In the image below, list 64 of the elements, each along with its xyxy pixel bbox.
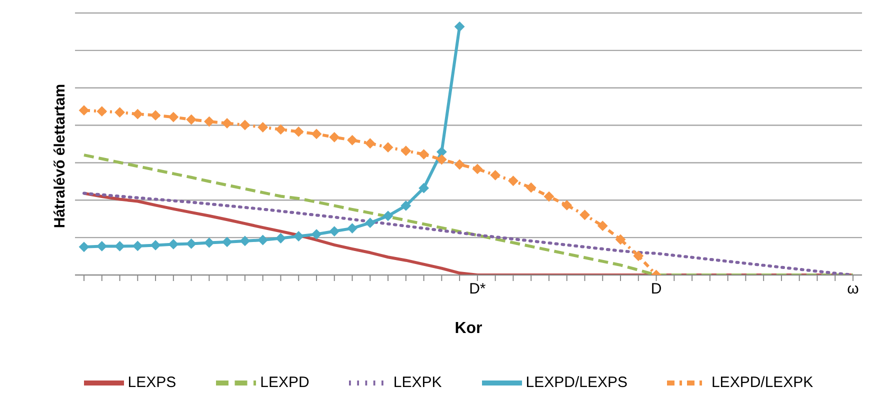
- point: [204, 116, 214, 127]
- point: [79, 105, 89, 116]
- point: [347, 135, 358, 146]
- point: [347, 223, 358, 234]
- point: [454, 159, 465, 170]
- legend-label: LEXPD/LEXPK: [711, 374, 814, 391]
- point: [294, 126, 304, 137]
- point: [616, 234, 626, 244]
- point: [418, 183, 429, 194]
- point: [276, 233, 286, 244]
- point: [472, 164, 482, 174]
- x-tick-label: D*: [469, 280, 486, 298]
- point: [633, 250, 644, 261]
- point: [418, 149, 429, 160]
- y-axis-title: Hátralévő élettartam: [52, 84, 68, 228]
- x-tick-label: D: [650, 280, 662, 298]
- point: [383, 142, 394, 152]
- point: [240, 120, 250, 130]
- point: [400, 146, 411, 156]
- point: [186, 114, 196, 125]
- point: [222, 118, 232, 128]
- x-tick-label: ω: [847, 280, 860, 298]
- point: [562, 200, 572, 210]
- point: [186, 238, 196, 249]
- point: [150, 240, 161, 250]
- point: [294, 231, 304, 242]
- point: [436, 146, 447, 157]
- point: [258, 234, 268, 245]
- legend-label: LEXPK: [393, 374, 442, 391]
- point: [508, 176, 518, 186]
- point: [114, 241, 125, 252]
- point: [365, 218, 376, 228]
- point: [276, 124, 286, 134]
- point: [598, 220, 608, 231]
- point: [311, 128, 322, 139]
- point: [365, 138, 376, 148]
- point: [96, 106, 107, 116]
- legend-label: LEXPD: [260, 374, 310, 391]
- point: [544, 192, 554, 202]
- point: [150, 110, 161, 120]
- point: [240, 236, 250, 246]
- point: [580, 210, 590, 220]
- point: [258, 122, 268, 132]
- point: [132, 240, 143, 251]
- point: [311, 229, 322, 240]
- point: [222, 236, 232, 247]
- point: [168, 112, 178, 122]
- legend-label: LEXPD/LEXPS: [526, 374, 628, 391]
- point: [168, 239, 178, 250]
- point: [329, 132, 340, 142]
- point: [79, 242, 89, 252]
- point: [490, 170, 500, 180]
- point: [329, 226, 340, 236]
- point: [454, 22, 465, 32]
- point: [204, 238, 214, 248]
- point: [400, 200, 411, 211]
- point: [383, 210, 394, 221]
- point: [436, 154, 447, 165]
- point: [132, 109, 143, 120]
- x-axis-title: Kor: [454, 320, 482, 337]
- legend-label: LEXPS: [128, 374, 176, 391]
- point: [114, 107, 125, 118]
- point: [96, 241, 107, 252]
- point: [526, 182, 536, 193]
